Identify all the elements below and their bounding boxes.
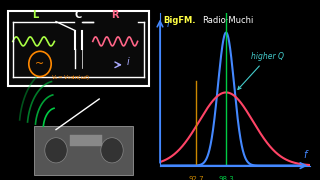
Text: $V_s = V_0 \sin(\omega t)$: $V_s = V_0 \sin(\omega t)$	[51, 73, 91, 82]
Text: R: R	[111, 10, 119, 20]
Text: C: C	[75, 10, 82, 20]
Text: i: i	[166, 19, 169, 29]
Text: f: f	[303, 150, 307, 160]
Text: higher Q: higher Q	[238, 52, 284, 89]
Text: i: i	[127, 57, 129, 67]
Circle shape	[45, 138, 67, 163]
Text: Radio·Muchi: Radio·Muchi	[202, 16, 253, 25]
Text: ~: ~	[36, 59, 44, 69]
Text: BigFM.: BigFM.	[163, 16, 196, 25]
Text: L: L	[32, 10, 38, 20]
Circle shape	[101, 138, 123, 163]
FancyBboxPatch shape	[34, 126, 133, 175]
Text: 98.3: 98.3	[218, 176, 234, 180]
FancyBboxPatch shape	[70, 135, 102, 146]
FancyBboxPatch shape	[8, 11, 149, 86]
Circle shape	[29, 51, 51, 76]
Text: 92.7: 92.7	[188, 176, 204, 180]
